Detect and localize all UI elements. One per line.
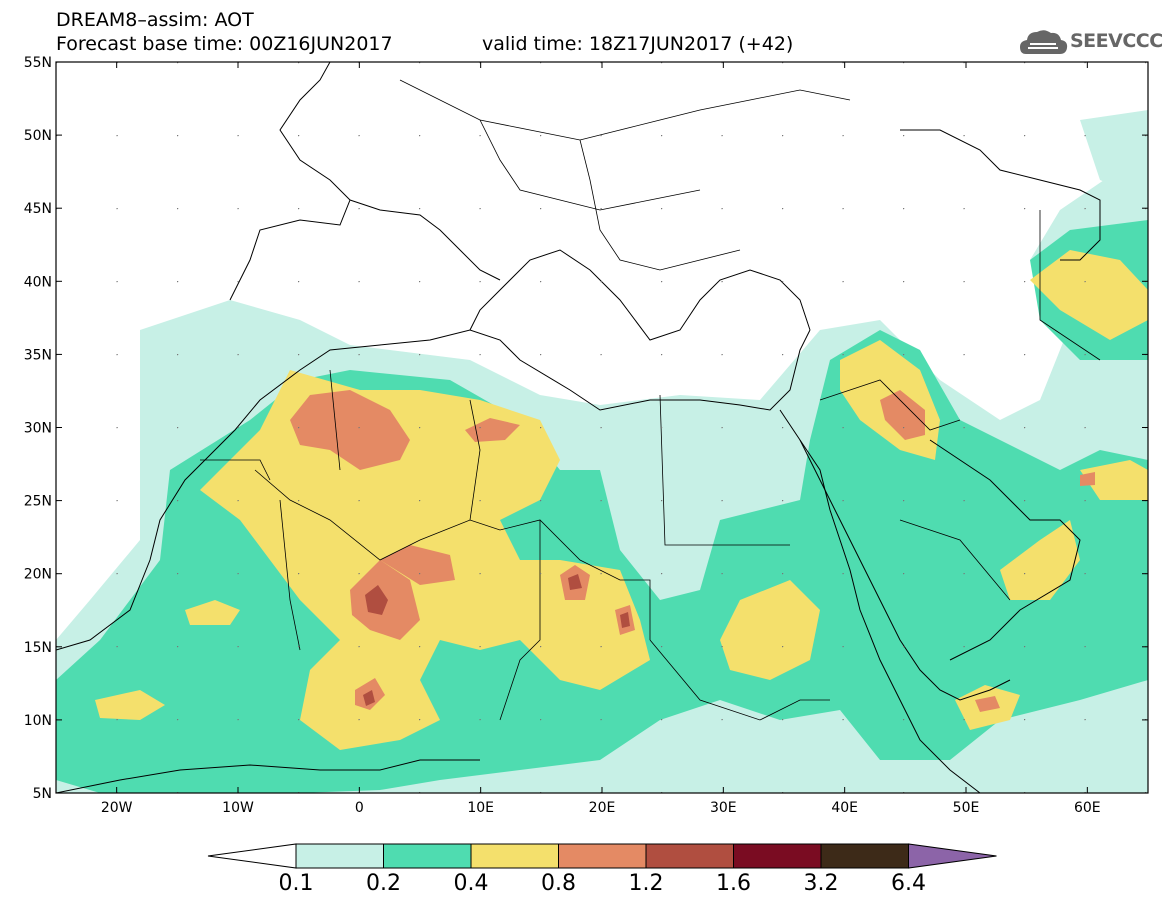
logo-text: SEEVCCC [1070,30,1163,52]
colorbar-swatch [470,843,559,869]
lon-label: 0 [355,800,364,816]
lon-label: 20E [589,800,616,816]
lat-label: 45N [24,201,52,217]
lon-label: 30E [710,800,737,816]
colorbar-label: 0.2 [366,871,401,896]
lat-label: 25N [24,494,52,510]
lat-label: 50N [24,128,52,144]
map-title: DREAM8–assim: AOT [56,9,254,31]
colorbar-label: 3.2 [804,871,839,896]
lon-label: 10E [467,800,494,816]
colorbar-swatch [733,843,822,869]
colorbar: 0.1 0.2 0.4 0.8 1.2 1.6 3.2 6.4 [207,843,997,896]
longitude-axis: 20W 10W 0 10E 20E 30E 40E 50E 60E [101,62,1101,816]
lon-label: 50E [953,800,980,816]
colorbar-label: 1.6 [716,871,751,896]
colorbar-swatch [295,843,384,869]
latitude-axis: 55N 50N 45N 40N 35N 30N 25N 20N 15N 10N 5N [24,55,1148,802]
cloud-icon [1020,30,1068,54]
colorbar-label: 0.4 [454,871,489,896]
colorbar-high-arrow [908,843,997,869]
lat-label: 55N [24,55,52,71]
colorbar-low-arrow [207,843,297,869]
colorbar-swatch [383,843,472,869]
lat-label: 5N [33,786,52,802]
lon-label: 60E [1074,800,1101,816]
colorbar-swatch [558,843,647,869]
lon-label: 40E [831,800,858,816]
lat-label: 15N [24,640,52,656]
valid-time: valid time: 18Z17JUN2017 (+42) [482,33,794,55]
colorbar-label: 0.1 [279,871,314,896]
colorbar-label: 6.4 [891,871,926,896]
lon-label: 20W [101,800,133,816]
colorbar-swatch [645,843,734,869]
colorbar-swatch [820,843,909,869]
lon-label: 10W [222,800,254,816]
lat-label: 20N [24,567,52,583]
forecast-base-time: Forecast base time: 00Z16JUN2017 [56,33,393,55]
colorbar-label: 0.8 [541,871,576,896]
lat-label: 10N [24,713,52,729]
lat-label: 35N [24,347,52,363]
lat-label: 30N [24,421,52,437]
colorbar-label: 1.2 [629,871,664,896]
lat-label: 40N [24,274,52,290]
